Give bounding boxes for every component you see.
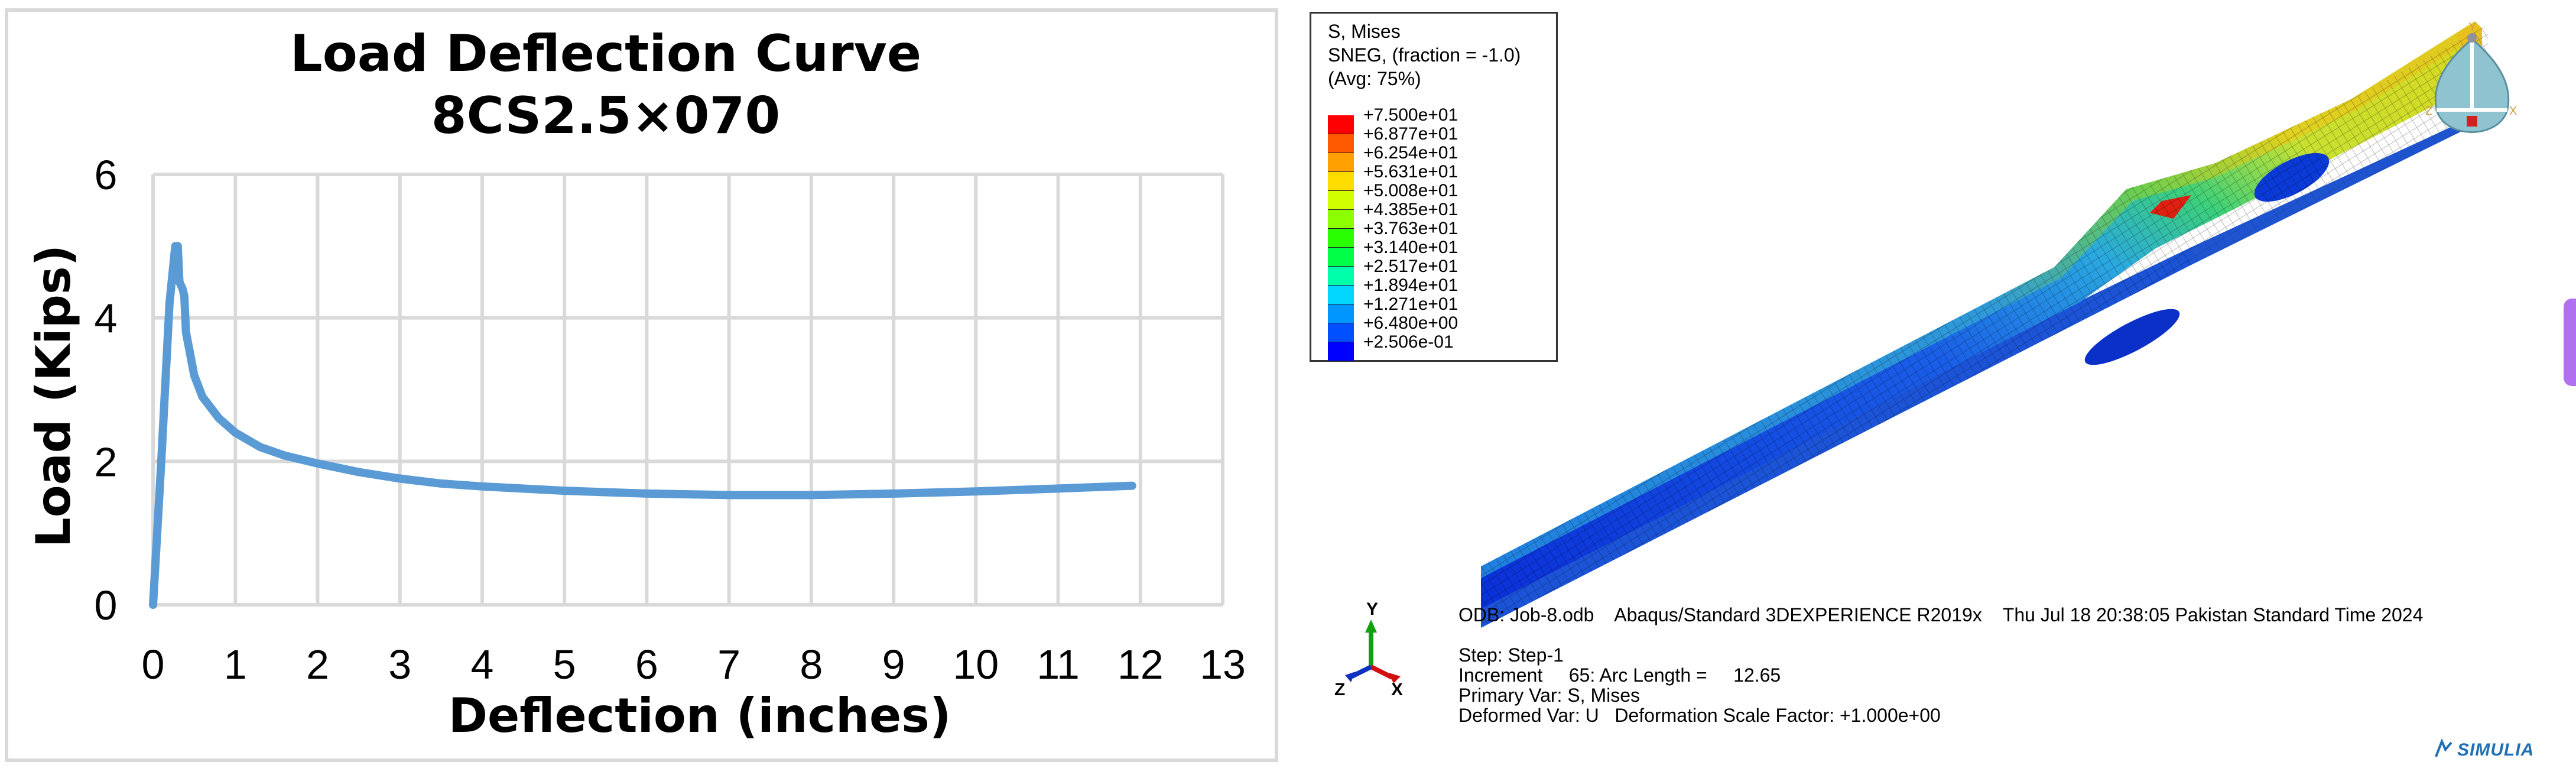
- legend-title: S, Mises: [1328, 21, 1401, 42]
- x-tick-label: 5: [553, 641, 576, 688]
- triad-x-label: X: [1391, 680, 1403, 698]
- triad-z-label: Z: [1334, 680, 1345, 698]
- x-tick-label: 13: [1200, 641, 1246, 688]
- legend-value: +6.877e+01: [1363, 124, 1458, 144]
- contour-legend: S, Mises SNEG, (fraction = -1.0) (Avg: 7…: [1310, 12, 1558, 362]
- increment-info: Increment 65: Arc Length = 12.65: [1458, 664, 1781, 686]
- legend-averaging: (Avg: 75%): [1328, 68, 1421, 89]
- legend-value: +6.254e+01: [1363, 143, 1458, 163]
- legend-value: +6.480e+00: [1363, 313, 1458, 333]
- view-cube-icon[interactable]: Y X Z: [2404, 21, 2540, 163]
- legend-swatch: [1328, 191, 1354, 210]
- legend-swatch: [1328, 248, 1354, 267]
- y-tick-label: 6: [95, 152, 118, 198]
- y-tick-label: 0: [95, 582, 118, 628]
- x-tick-label: 9: [882, 641, 905, 688]
- legend-value: +4.385e+01: [1363, 200, 1458, 219]
- chart-title-line1: Load Deflection Curve: [290, 24, 921, 83]
- legend-value: +5.631e+01: [1363, 162, 1458, 181]
- x-tick-label: 3: [388, 641, 411, 688]
- axis-triad: Y X Z: [1334, 599, 1403, 698]
- odb-info: ODB: Job-8.odb Abaqus/Standard 3DEXPERIE…: [1458, 604, 2424, 625]
- side-panel-tab[interactable]: [2564, 299, 2576, 386]
- legend-color-bar: [1328, 115, 1354, 361]
- legend-value: +5.008e+01: [1363, 181, 1458, 200]
- y-axis-title: Load (Kips): [26, 245, 81, 547]
- x-tick-label: 1: [224, 641, 247, 688]
- x-tick-label: 2: [306, 641, 329, 688]
- x-axis-title: Deflection (inches): [449, 688, 951, 743]
- x-tick-label: 4: [470, 641, 493, 688]
- legend-swatch: [1328, 172, 1354, 191]
- legend-value: +1.894e+01: [1363, 275, 1458, 295]
- cube-y-label: Y: [2468, 21, 2476, 34]
- legend-swatch: [1328, 134, 1354, 153]
- chart-title-line2: 8CS2.5×070: [431, 86, 780, 145]
- legend-swatch: [1328, 229, 1354, 248]
- x-tick-label: 11: [1037, 641, 1080, 688]
- legend-swatch: [1328, 304, 1354, 323]
- abaqus-viewport[interactable]: S, Mises SNEG, (fraction = -1.0) (Avg: 7…: [1293, 0, 2576, 766]
- x-tick-label: 12: [1118, 641, 1164, 688]
- cube-x-label: X: [2509, 105, 2517, 118]
- series-layer: [149, 242, 1136, 609]
- step-info: Step: Step-1: [1458, 644, 1564, 666]
- series-line-0: [149, 242, 1136, 609]
- grid: [151, 173, 1224, 607]
- primary-var-info: Primary Var: S, Mises: [1458, 685, 1640, 706]
- legend-value: +3.140e+01: [1363, 238, 1458, 257]
- y-tick-label: 2: [95, 439, 118, 485]
- legend-value: +7.500e+01: [1363, 105, 1458, 125]
- deformed-var-info: Deformed Var: U Deformation Scale Factor…: [1458, 705, 1941, 726]
- legend-value: +2.517e+01: [1363, 257, 1458, 276]
- deformed-beam-model: [1481, 21, 2488, 628]
- x-tick-label: 6: [635, 641, 658, 688]
- simulia-brand: SIMULIA: [2457, 740, 2535, 760]
- legend-swatch: [1328, 115, 1354, 134]
- triad-y-label: Y: [1366, 599, 1378, 619]
- legend-values: +7.500e+01 +6.877e+01 +6.254e+01 +5.631e+01…: [1363, 106, 1458, 352]
- legend-swatch: [1328, 210, 1354, 229]
- x-tick-label: 0: [142, 641, 165, 688]
- legend-value: +1.271e+01: [1363, 294, 1458, 314]
- legend-value: +3.763e+01: [1363, 219, 1458, 238]
- legend-swatch: [1328, 153, 1354, 172]
- legend-swatch: [1328, 342, 1354, 361]
- x-tick-label: 10: [953, 641, 999, 688]
- x-tick-label: 8: [800, 641, 823, 688]
- x-tick-label: 7: [717, 641, 740, 688]
- legend-subtitle: SNEG, (fraction = -1.0): [1328, 44, 1521, 66]
- legend-swatch: [1328, 286, 1354, 304]
- legend-swatch: [1328, 323, 1354, 342]
- simulia-logo-icon: [2435, 739, 2452, 757]
- cube-z-label: Z: [2425, 105, 2432, 118]
- y-tick-label: 4: [95, 296, 118, 342]
- legend-value: +2.506e-01: [1363, 332, 1454, 352]
- legend-swatch: [1328, 267, 1354, 286]
